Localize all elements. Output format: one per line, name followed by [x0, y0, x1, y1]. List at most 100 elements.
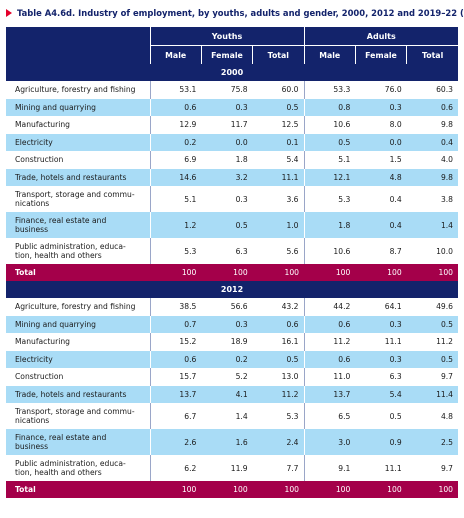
value-cell: 6.3: [355, 368, 407, 386]
row-label: Construction: [6, 151, 150, 169]
value-cell: 0.5: [252, 350, 305, 368]
row-label: Finance, real estate and business: [6, 212, 150, 238]
row-label-line: tion, health and others: [15, 251, 102, 260]
table-row: Trade, hotels and restaurants 13.7 4.1 11.2…: [6, 385, 459, 403]
total-value-cell: 100: [150, 264, 202, 281]
row-label-line: nications: [15, 416, 50, 425]
value-cell: 16.1: [252, 333, 305, 351]
table-row: Mining and quarrying 0.6 0.3 0.5 0.8 0.3 0.6: [6, 98, 459, 116]
total-value-cell: 100: [406, 481, 459, 498]
row-label-line: tion, health and others: [15, 468, 102, 477]
table-row: Manufacturing 15.2 18.9 16.1 11.2 11.1 11.2: [6, 333, 459, 351]
value-cell: 9.8: [406, 168, 459, 186]
column-header: Female: [354, 45, 407, 64]
value-cell: 0.3: [355, 315, 407, 333]
row-label-line: Manufacturing: [15, 120, 70, 130]
value-cell: 11.1: [355, 333, 407, 351]
value-cell: 0.5: [406, 350, 459, 368]
total-value-cell: 100: [150, 481, 202, 498]
row-label: Public administration, educa-tion, healt…: [6, 238, 150, 264]
total-value-cell: 100: [304, 481, 356, 498]
row-label: Trade, hotels and restaurants: [6, 168, 150, 186]
table-row: Finance, real estate and business 2.6 1.6 2.…: [6, 429, 459, 455]
row-label-line: Transport, storage and commu-: [15, 190, 135, 199]
value-cell: 4.8: [355, 168, 407, 186]
row-label: Public administration, educa-tion, healt…: [6, 455, 150, 481]
value-cell: 5.1: [303, 151, 356, 169]
value-cell: 5.4: [252, 151, 305, 169]
row-label: Mining and quarrying: [6, 98, 150, 116]
value-cell: 3.2: [201, 168, 253, 186]
table-title: Table A4.6d. Industry of employment, by …: [6, 6, 464, 20]
value-cell: 11.0: [303, 368, 356, 386]
value-cell: 0.3: [201, 98, 253, 116]
row-label: Manufacturing: [6, 116, 150, 134]
row-label-line: Mining and quarrying: [15, 319, 96, 329]
table-row: Construction 6.9 1.8 5.4 5.1 1.5 4.0: [6, 151, 459, 169]
table-title-text: Table A4.6d. Industry of employment, by …: [17, 8, 464, 18]
total-value-cell: 100: [406, 264, 459, 281]
value-cell: 12.9: [149, 116, 202, 134]
value-cell: 15.7: [149, 368, 202, 386]
total-label: Total: [6, 481, 150, 498]
total-row: Total 100 100 100 100 100 100: [6, 481, 459, 498]
value-cell: 1.4: [201, 403, 253, 429]
value-cell: 60.3: [406, 81, 459, 99]
value-cell: 6.7: [149, 403, 202, 429]
value-cell: 0.6: [406, 98, 459, 116]
total-row: Total 100 100 100 100 100 100: [6, 264, 459, 281]
value-cell: 44.2: [303, 298, 356, 316]
value-cell: 1.2: [149, 212, 202, 238]
value-cell: 5.1: [149, 186, 202, 212]
row-label-line: Construction: [15, 155, 64, 165]
row-label-line: Finance, real estate and: [15, 216, 107, 225]
section-year: 2000: [6, 64, 459, 81]
value-cell: 4.1: [201, 385, 253, 403]
section-year: 2012: [6, 281, 459, 298]
row-label-line: Public administration, educa-: [15, 459, 126, 468]
value-cell: 7.7: [252, 455, 305, 481]
value-cell: 10.6: [303, 116, 356, 134]
value-cell: 5.3: [303, 186, 356, 212]
value-cell: 6.2: [149, 455, 202, 481]
row-label: Finance, real estate and business: [6, 429, 150, 455]
value-cell: 60.0: [252, 81, 305, 99]
value-cell: 3.6: [252, 186, 305, 212]
value-cell: 8.7: [355, 238, 407, 264]
value-cell: 11.2: [252, 385, 305, 403]
value-cell: 1.4: [406, 212, 459, 238]
header-blank-cell: [6, 27, 150, 64]
value-cell: 8.0: [355, 116, 407, 134]
table-row: Electricity 0.2 0.0 0.1 0.5 0.0 0.4: [6, 133, 459, 151]
value-cell: 0.1: [252, 133, 305, 151]
value-cell: 13.7: [149, 385, 202, 403]
table-row: Trade, hotels and restaurants 14.6 3.2 11.1…: [6, 168, 459, 186]
value-cell: 0.6: [149, 350, 202, 368]
value-cell: 0.4: [355, 186, 407, 212]
value-cell: 0.3: [355, 98, 407, 116]
value-cell: 1.0: [252, 212, 305, 238]
value-cell: 9.7: [406, 455, 459, 481]
value-cell: 38.5: [149, 298, 202, 316]
value-cell: 1.5: [355, 151, 407, 169]
value-cell: 9.7: [406, 368, 459, 386]
value-cell: 5.4: [355, 385, 407, 403]
value-cell: 0.5: [201, 212, 253, 238]
value-cell: 13.0: [252, 368, 305, 386]
triangle-marker-icon: [6, 9, 12, 17]
row-label: Electricity: [6, 350, 150, 368]
value-cell: 43.2: [252, 298, 305, 316]
row-label-line: Trade, hotels and restaurants: [15, 389, 127, 399]
row-label: Agriculture, forestry and fishing: [6, 298, 150, 316]
value-cell: 56.6: [201, 298, 253, 316]
value-cell: 5.2: [201, 368, 253, 386]
value-cell: 0.5: [406, 315, 459, 333]
value-cell: 18.9: [201, 333, 253, 351]
table-row: Transport, storage and commu-nications 5.…: [6, 186, 459, 212]
value-cell: 0.2: [201, 350, 253, 368]
value-cell: 0.8: [303, 98, 356, 116]
value-cell: 0.0: [201, 133, 253, 151]
value-cell: 11.2: [406, 333, 459, 351]
row-label: Transport, storage and commu-nications: [6, 186, 150, 212]
